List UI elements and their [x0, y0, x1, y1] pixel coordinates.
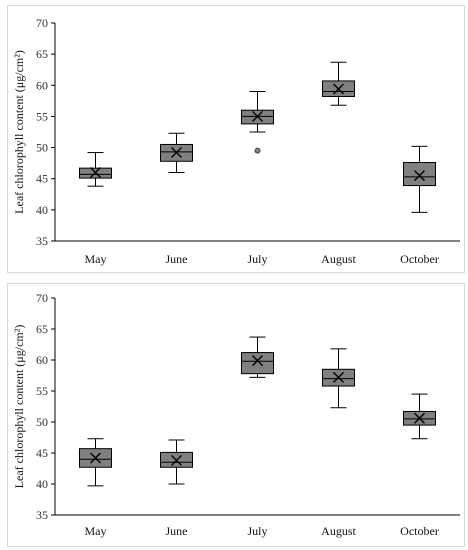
- box-iqr: [403, 162, 436, 187]
- mean-marker: [333, 83, 344, 95]
- mean-marker: [414, 412, 425, 424]
- box-october: [403, 145, 436, 213]
- y-tick-label: 55: [36, 384, 48, 398]
- x-category-label: May: [85, 252, 107, 266]
- y-tick-label: 50: [36, 141, 48, 155]
- y-tick-label: 35: [36, 234, 48, 248]
- x-category-label: October: [400, 524, 439, 538]
- y-tick-label: 45: [36, 446, 48, 460]
- mean-marker: [90, 452, 101, 464]
- mean-marker: [414, 170, 425, 182]
- mean-marker: [252, 355, 263, 367]
- box-october: [403, 393, 436, 440]
- x-category-label: June: [166, 252, 188, 266]
- box-may: [79, 438, 112, 487]
- box-may: [79, 152, 112, 187]
- x-category-label: August: [321, 252, 356, 266]
- box-august: [322, 348, 355, 409]
- box-june: [160, 439, 193, 485]
- y-tick-label: 35: [36, 508, 48, 522]
- x-category-label: May: [85, 524, 107, 538]
- box-july: [241, 336, 274, 378]
- mean-marker: [171, 147, 182, 159]
- boxplot-chart-bottom: 35 40 45 50 55 60 65 70 Leaf chlorophyll content…: [12, 291, 460, 538]
- chart-panel-bottom: 35 40 45 50 55 60 65 70 Leaf chlorophyll content…: [7, 283, 465, 547]
- y-tick-label: 65: [36, 322, 48, 336]
- mean-marker: [171, 454, 182, 466]
- box-july: [241, 91, 274, 154]
- outlier-point: [254, 147, 261, 154]
- y-tick-label: 65: [36, 47, 48, 61]
- x-category-label: August: [321, 524, 356, 538]
- box-june: [160, 132, 193, 173]
- boxplot-chart-top: 35 40 45 50 55 60 65 70 Leaf chlorophyll content…: [12, 16, 460, 266]
- y-tick-label: 40: [36, 203, 48, 217]
- mean-marker: [333, 371, 344, 383]
- y-axis-label: Leaf chlorophyll content (μg/cm²): [12, 50, 26, 214]
- y-tick-label: 70: [36, 16, 48, 30]
- y-tick-label: 60: [36, 353, 48, 367]
- mean-marker: [90, 166, 101, 178]
- y-tick-label: 70: [36, 291, 48, 305]
- y-tick-label: 40: [36, 477, 48, 491]
- mean-marker: [252, 110, 263, 122]
- x-category-label: October: [400, 252, 439, 266]
- box-august: [322, 61, 355, 106]
- y-tick-label: 60: [36, 78, 48, 92]
- y-tick-label: 55: [36, 109, 48, 123]
- x-category-label: July: [247, 524, 267, 538]
- y-tick-label: 50: [36, 415, 48, 429]
- chart-panel-top: 35 40 45 50 55 60 65 70 Leaf chlorophyll content…: [7, 5, 465, 273]
- y-tick-label: 45: [36, 172, 48, 186]
- box-iqr: [241, 352, 274, 375]
- y-axis-label: Leaf chlorophyll content (μg/cm²): [12, 325, 26, 489]
- x-category-label: July: [247, 252, 267, 266]
- x-category-label: June: [166, 524, 188, 538]
